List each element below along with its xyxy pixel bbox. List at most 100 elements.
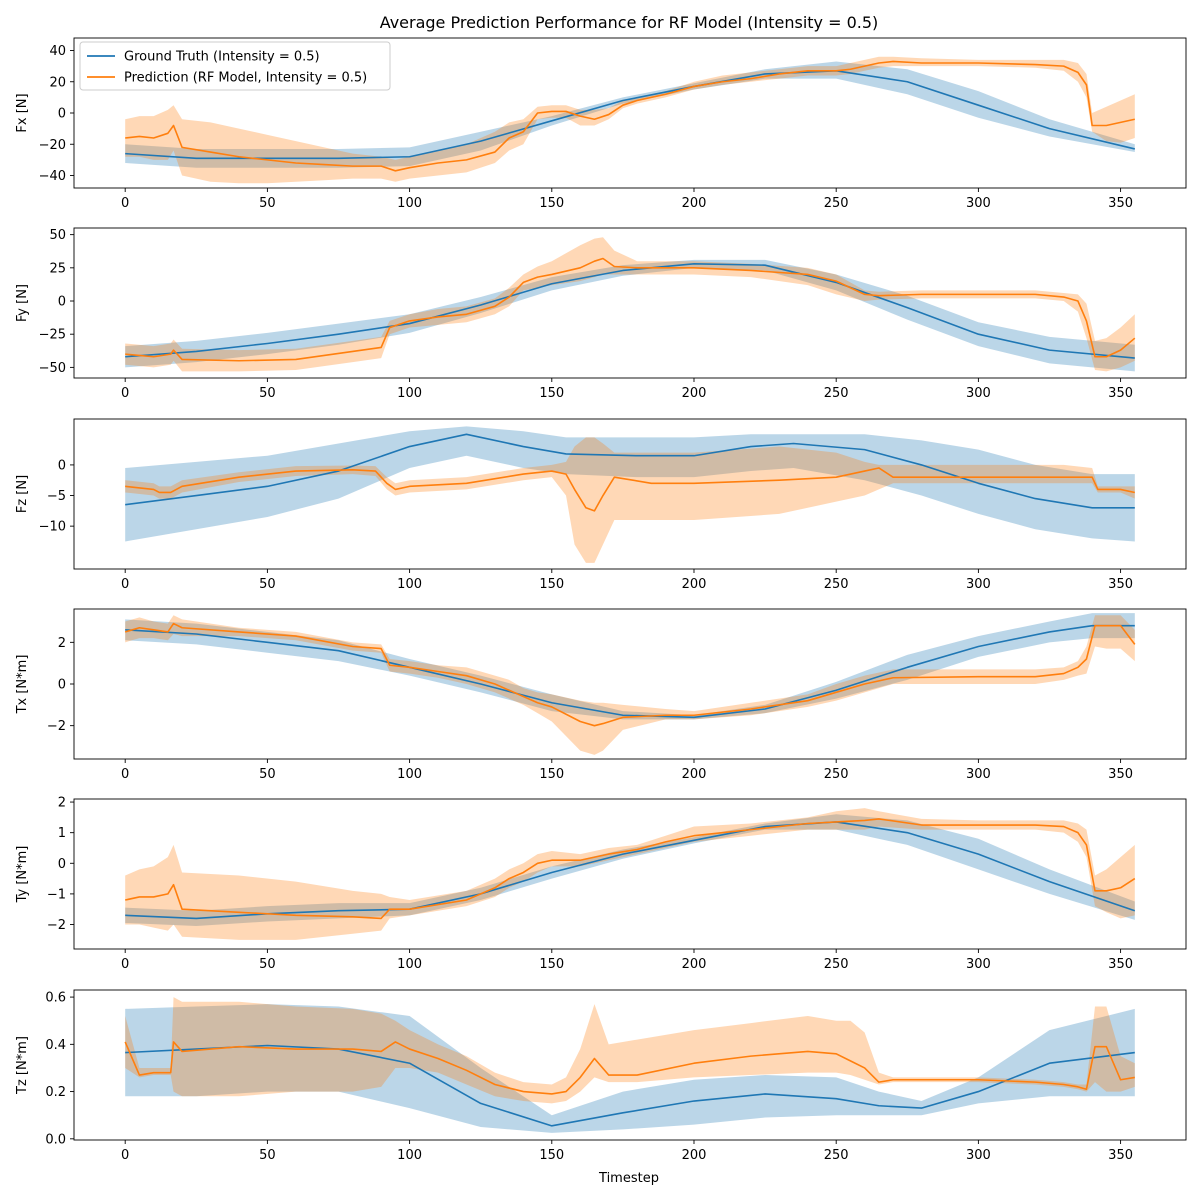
x-tick-label: 100 bbox=[397, 767, 422, 782]
prediction-line bbox=[125, 467, 1135, 512]
y-tick-label: 0.6 bbox=[45, 991, 66, 1006]
x-tick-label: 250 bbox=[824, 196, 849, 211]
x-tick-label: 100 bbox=[397, 577, 422, 592]
prediction-line bbox=[125, 818, 1136, 920]
x-tick-label: 50 bbox=[259, 386, 276, 401]
x-tick-label: 50 bbox=[259, 767, 276, 782]
x-tick-label: 200 bbox=[682, 1148, 707, 1163]
x-axis-label: Timestep bbox=[598, 1171, 659, 1186]
ground-truth-line bbox=[125, 1044, 1135, 1127]
legend-box bbox=[79, 41, 391, 91]
ground-truth-band bbox=[125, 1004, 1135, 1133]
axes-frame bbox=[73, 227, 1187, 379]
x-tick-label: 300 bbox=[966, 1148, 991, 1163]
y-tick-label: −20 bbox=[39, 138, 66, 153]
subplot-1: 0 50 100 150 200 250 300 350 −40 −20 0 20 40 Fx [N] Gr… bbox=[15, 37, 1187, 211]
prediction-band bbox=[125, 437, 1135, 563]
x-tick-label: 200 bbox=[682, 386, 707, 401]
x-tick-label: 300 bbox=[966, 957, 991, 972]
y-tick-label: 40 bbox=[49, 44, 66, 59]
ground-truth-band bbox=[125, 814, 1135, 927]
y-tick-label: 0 bbox=[58, 857, 66, 872]
ground-truth-band bbox=[125, 613, 1135, 720]
y-tick-label: 25 bbox=[49, 261, 66, 276]
axes-frame bbox=[73, 418, 1187, 570]
y-axis-label: Fx [N] bbox=[15, 93, 30, 132]
x-tick-label: 150 bbox=[539, 577, 564, 592]
prediction-line bbox=[124, 1041, 1135, 1095]
y-tick-label: 0.2 bbox=[45, 1085, 66, 1100]
x-tick-label: 150 bbox=[539, 1148, 564, 1163]
y-tick-label: 0 bbox=[58, 107, 66, 122]
prediction-line bbox=[124, 622, 1136, 727]
y-tick-label: −2 bbox=[47, 719, 66, 734]
ground-truth-line bbox=[125, 433, 1135, 509]
x-tick-label: 300 bbox=[966, 767, 991, 782]
x-tick-label: 50 bbox=[259, 196, 276, 211]
subplot-3: 0 50 100 150 200 250 300 350 −10 −5 0 Fz [N] bbox=[15, 418, 1187, 592]
y-tick-label: −40 bbox=[39, 169, 66, 184]
y-tick-label: 0 bbox=[58, 295, 66, 310]
x-tick-label: 200 bbox=[682, 577, 707, 592]
y-tick-label: 0.0 bbox=[45, 1132, 66, 1147]
x-tick-label: 150 bbox=[539, 767, 564, 782]
x-tick-label: 350 bbox=[1108, 386, 1133, 401]
x-tick-label: 200 bbox=[682, 957, 707, 972]
ground-truth-band bbox=[125, 259, 1135, 372]
ground-truth-line bbox=[125, 821, 1136, 920]
prediction-line bbox=[125, 60, 1135, 172]
y-tick-label: 1 bbox=[58, 826, 66, 841]
y-tick-label: 20 bbox=[49, 75, 66, 90]
y-tick-label: 0.4 bbox=[45, 1038, 66, 1053]
legend-label-ground-truth: Ground Truth (Intensity = 0.5) bbox=[124, 50, 320, 65]
subplot-2: 0 50 100 150 200 250 300 350 −50 −25 0 25 50 Fy [N] bbox=[15, 227, 1187, 401]
x-tick-label: 350 bbox=[1108, 767, 1133, 782]
axes-frame bbox=[73, 989, 1187, 1141]
subplot-4: 0 50 100 150 200 250 300 350 −2 0 2 Tx [N*m] bbox=[15, 608, 1187, 782]
x-tick-label: 250 bbox=[824, 1148, 849, 1163]
prediction-band bbox=[125, 615, 1135, 755]
y-tick-label: 0 bbox=[58, 458, 66, 473]
x-tick-label: 50 bbox=[259, 957, 276, 972]
x-tick-label: 200 bbox=[682, 196, 707, 211]
prediction-band bbox=[125, 237, 1135, 372]
x-tick-label: 0 bbox=[121, 767, 129, 782]
ground-truth-line bbox=[125, 263, 1135, 359]
subplot-6: 0 50 100 150 200 250 300 350 0.0 0.2 0.4 0.6 Tz [N*m… bbox=[15, 989, 1187, 1163]
x-tick-label: 0 bbox=[121, 577, 129, 592]
x-tick-label: 50 bbox=[259, 1148, 276, 1163]
x-tick-label: 250 bbox=[824, 386, 849, 401]
x-tick-label: 300 bbox=[966, 386, 991, 401]
y-tick-label: 0 bbox=[58, 678, 66, 693]
chart-title: Average Prediction Performance for RF Mo… bbox=[380, 13, 879, 32]
x-tick-label: 350 bbox=[1108, 577, 1133, 592]
x-tick-label: 150 bbox=[539, 196, 564, 211]
prediction-band bbox=[125, 56, 1135, 184]
x-tick-label: 100 bbox=[397, 386, 422, 401]
prediction-band bbox=[125, 808, 1135, 940]
x-tick-label: 350 bbox=[1108, 957, 1133, 972]
x-tick-label: 100 bbox=[397, 196, 422, 211]
y-tick-label: −50 bbox=[39, 361, 66, 376]
x-tick-label: 300 bbox=[966, 196, 991, 211]
x-tick-label: 300 bbox=[966, 577, 991, 592]
y-axis-label: Tz [N*m] bbox=[15, 1036, 30, 1095]
y-axis-label: Fy [N] bbox=[15, 284, 30, 322]
x-tick-label: 0 bbox=[121, 386, 129, 401]
x-tick-label: 350 bbox=[1108, 196, 1133, 211]
y-tick-label: −5 bbox=[47, 489, 66, 504]
x-tick-label: 150 bbox=[539, 386, 564, 401]
x-tick-label: 0 bbox=[121, 1148, 129, 1163]
x-tick-label: 200 bbox=[682, 767, 707, 782]
ground-truth-band bbox=[125, 61, 1135, 168]
y-tick-label: 50 bbox=[49, 228, 66, 243]
y-tick-label: −1 bbox=[47, 887, 66, 902]
x-tick-label: 250 bbox=[824, 577, 849, 592]
x-tick-label: 100 bbox=[397, 1148, 422, 1163]
y-tick-label: 2 bbox=[58, 796, 66, 811]
y-tick-label: −10 bbox=[39, 520, 66, 535]
legend-label-prediction: Prediction (RF Model, Intensity = 0.5) bbox=[124, 71, 367, 86]
